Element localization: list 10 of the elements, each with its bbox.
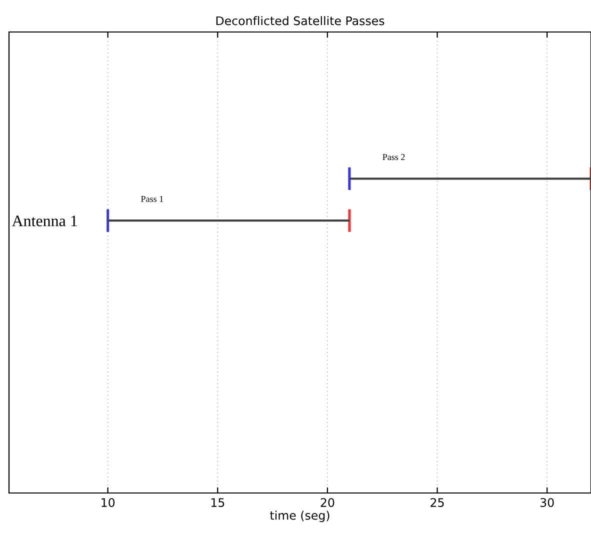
x-tick-label: 25 [430, 498, 444, 507]
chart-title: Deconflicted Satellite Passes [216, 16, 384, 26]
x-tick-label: 20 [320, 498, 334, 507]
x-tick-label: 10 [102, 498, 115, 507]
annotation: Pass 2 [382, 154, 405, 160]
x-tick-label: 15 [211, 498, 224, 507]
x-tick-label: 30 [540, 498, 554, 507]
annotation: Pass 1 [141, 196, 164, 202]
y-tick-label: Antenna 1 [12, 216, 77, 226]
x-axis-title: time (seg) [270, 510, 330, 522]
